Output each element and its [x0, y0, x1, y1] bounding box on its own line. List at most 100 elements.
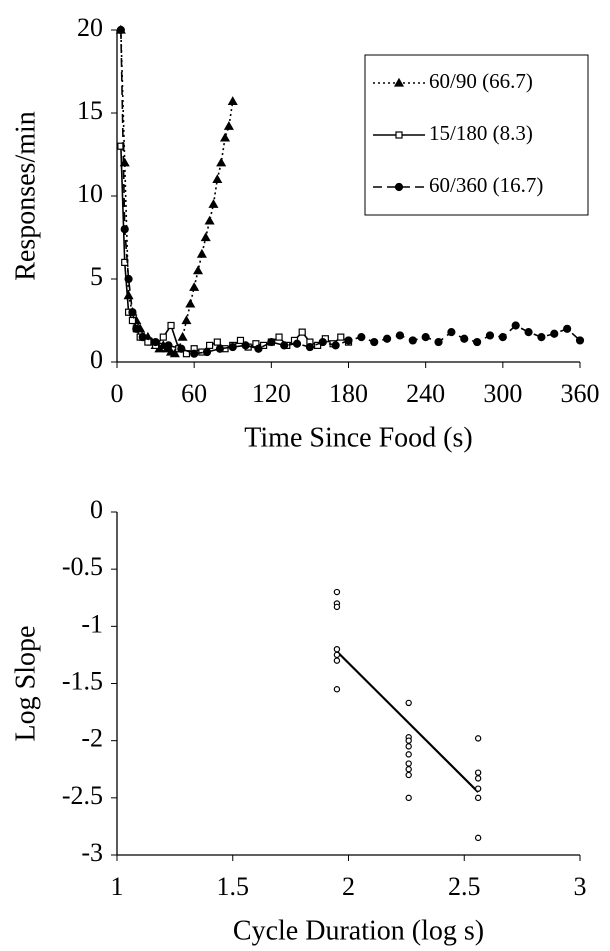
point [474, 834, 482, 842]
point [405, 771, 412, 779]
marker [223, 121, 234, 130]
legend-label: 60/90 (66.7) [429, 69, 533, 93]
marker [275, 333, 283, 341]
marker [128, 316, 137, 325]
marker [189, 282, 200, 291]
x-tick-label: 2 [342, 872, 355, 901]
marker [382, 334, 392, 343]
marker [116, 25, 125, 35]
marker [524, 328, 533, 337]
point [405, 794, 412, 802]
legend-marker [394, 182, 404, 192]
marker [337, 333, 345, 341]
marker [344, 336, 353, 345]
marker [485, 331, 495, 340]
marker [550, 329, 559, 338]
x-axis-label: Time Since Food (s) [244, 422, 472, 453]
y-tick-label: 15 [77, 96, 103, 125]
marker [370, 337, 379, 347]
marker [120, 225, 129, 234]
point [333, 651, 341, 659]
legend-marker [395, 131, 403, 139]
series-line [120, 29, 581, 355]
x-tick-label: 1.5 [217, 872, 250, 901]
marker [292, 339, 302, 348]
y-tick-label: -3 [81, 838, 103, 867]
marker [254, 344, 263, 353]
x-axis-label: Cycle Duration (log s) [233, 915, 484, 946]
series-line [120, 29, 234, 355]
point [333, 657, 341, 664]
marker [200, 232, 211, 242]
marker [167, 321, 175, 330]
x-tick-label: 300 [483, 379, 522, 408]
marker [202, 347, 212, 357]
marker [219, 132, 231, 142]
point [333, 603, 341, 611]
y-axis-label: Responses/min [10, 111, 41, 281]
fit-line [336, 650, 479, 793]
point [333, 588, 341, 596]
marker [408, 336, 417, 345]
y-tick-label: -2.5 [62, 781, 103, 810]
marker [138, 333, 147, 342]
marker [190, 349, 199, 358]
marker [267, 337, 276, 347]
marker [563, 324, 572, 333]
x-tick-label: 0 [111, 379, 124, 408]
marker [447, 328, 456, 337]
marker [318, 337, 327, 347]
marker [164, 341, 173, 350]
y-tick-label: 20 [77, 13, 103, 42]
point [405, 699, 412, 707]
x-tick-label: 180 [329, 379, 368, 408]
marker [128, 308, 137, 317]
marker [473, 337, 482, 347]
legend-label: 15/180 (8.3) [429, 121, 533, 145]
x-tick-label: 3 [574, 872, 587, 901]
marker [212, 174, 223, 183]
marker [215, 344, 224, 353]
marker [124, 274, 133, 284]
marker [181, 315, 192, 325]
point [405, 737, 412, 744]
marker [132, 324, 141, 333]
marker [357, 333, 366, 342]
marker [151, 337, 160, 347]
marker [185, 298, 196, 308]
x-tick-label: 240 [406, 379, 445, 408]
point [405, 743, 412, 750]
marker [236, 336, 245, 345]
point [333, 686, 341, 693]
legend-marker [393, 77, 405, 87]
marker [206, 341, 214, 349]
point [474, 735, 482, 742]
marker [213, 338, 221, 346]
marker [228, 342, 237, 352]
marker [511, 321, 520, 330]
y-tick-label: -1.5 [62, 666, 103, 695]
marker [169, 348, 180, 358]
y-tick-label: -2 [81, 724, 103, 753]
y-tick-label: -0.5 [62, 552, 103, 581]
point [474, 785, 482, 792]
marker [575, 336, 585, 345]
marker [216, 157, 227, 167]
marker [144, 338, 152, 346]
point [474, 775, 482, 782]
point [405, 766, 412, 773]
marker [498, 333, 507, 342]
marker [298, 328, 306, 336]
marker [227, 96, 238, 105]
point [474, 769, 482, 776]
marker [177, 344, 186, 353]
x-tick-label: 60 [181, 379, 207, 408]
x-tick-label: 1 [111, 872, 124, 901]
marker [241, 341, 250, 350]
marker [192, 265, 204, 275]
marker [395, 331, 405, 340]
marker [280, 341, 289, 350]
y-tick-label: 5 [90, 262, 103, 291]
